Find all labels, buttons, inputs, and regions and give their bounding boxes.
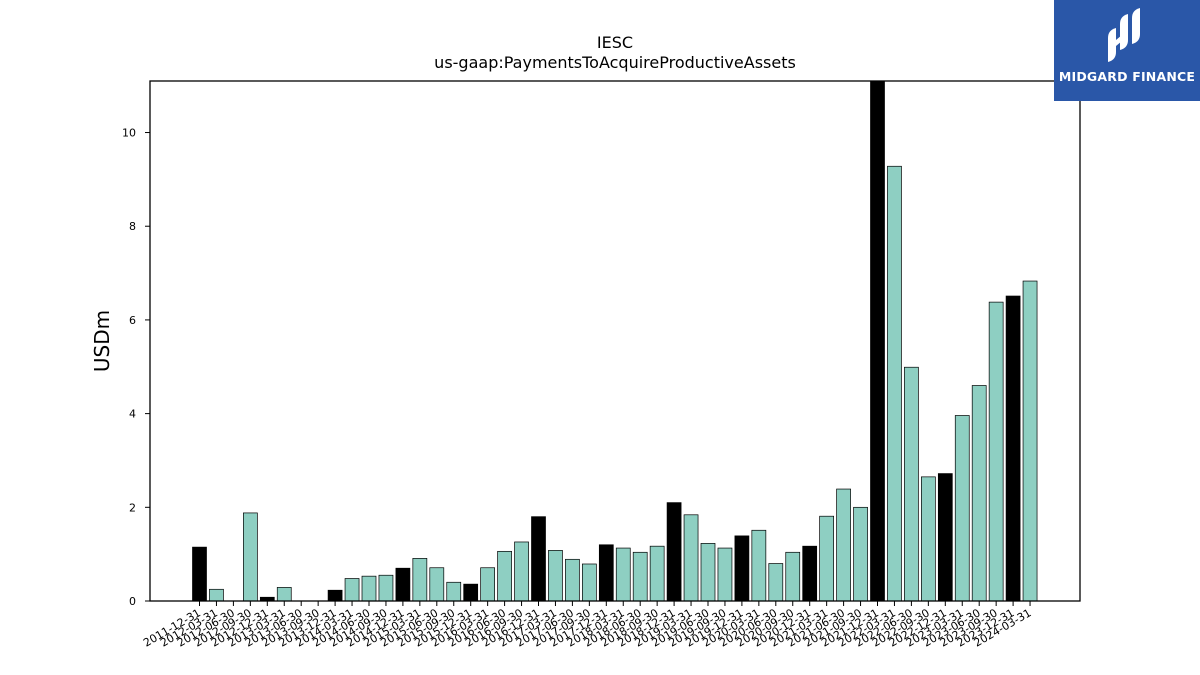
bar-2013-03-31: [276, 587, 292, 602]
bar-2019-03-31: [683, 514, 699, 602]
y-tick-label: 0: [129, 595, 136, 608]
bar-2015-06-30: [429, 567, 445, 602]
bar-2019-06-30: [700, 543, 716, 602]
bar-2023-03-31: [954, 415, 970, 602]
y-axis-ticks: 0 2 4 6 8 10: [122, 127, 150, 608]
bar-2021-09-30: [853, 506, 868, 602]
y-axis-label: USDm: [90, 310, 114, 372]
bar-2019-12-31: [734, 535, 750, 602]
logo-text: MIDGARD FINANCE: [1058, 69, 1196, 84]
bar-2015-12-31: [463, 583, 479, 602]
bar-2016-09-30: [514, 541, 529, 602]
bar-2020-09-30: [785, 551, 801, 602]
chart-title: IESC: [597, 33, 633, 52]
logo-mark-icon: [1108, 8, 1140, 62]
x-axis-ticks: 2011-12-312012-03-312012-06-302012-09-30…: [141, 601, 1034, 650]
bar-2017-09-30: [581, 563, 597, 602]
bar-2016-03-31: [480, 567, 495, 602]
bar-2018-09-30: [649, 545, 665, 602]
bar-2017-03-31: [548, 550, 563, 602]
bar-2022-06-30: [904, 366, 919, 602]
y-tick-label: 10: [122, 127, 136, 140]
bar-2014-12-31: [395, 567, 411, 602]
bar-2020-06-30: [768, 563, 784, 602]
bar-2014-06-30: [361, 575, 377, 602]
bars-group: [192, 80, 1038, 602]
bar-2016-06-30: [497, 550, 512, 602]
bar-2022-03-31: [887, 165, 902, 602]
y-tick-label: 8: [129, 220, 136, 233]
plot-frame: [149, 80, 1081, 602]
bar-2013-12-31: [327, 589, 343, 602]
y-tick-label: 4: [129, 408, 136, 421]
bar-2015-09-30: [446, 581, 462, 602]
midgard-finance-logo: MIDGARD FINANCE: [1054, 0, 1200, 101]
bar-2023-09-30: [988, 301, 1004, 602]
bar-2011-12-31: [192, 546, 207, 602]
bar-2021-03-31: [819, 515, 835, 602]
bar-2020-03-31: [751, 529, 767, 602]
bar-2021-06-30: [836, 488, 851, 602]
bar-2018-03-31: [615, 547, 631, 602]
bar-2016-12-31: [531, 516, 546, 602]
bar-2012-03-31: [209, 588, 224, 602]
bar-2018-12-31: [666, 502, 682, 602]
y-tick-label: 6: [129, 314, 136, 327]
bar-2023-06-30: [971, 385, 987, 602]
bar-2022-09-30: [920, 476, 936, 602]
chart-subtitle: us-gaap:PaymentsToAcquireProductiveAsset…: [434, 53, 796, 72]
bar-2018-06-30: [632, 551, 648, 602]
y-tick-label: 2: [129, 501, 136, 514]
bar-2015-03-31: [412, 558, 428, 602]
bar-2017-06-30: [565, 558, 580, 602]
bar-2020-12-31: [802, 545, 818, 602]
bar-2014-03-31: [344, 578, 360, 602]
bar-2017-12-31: [598, 544, 614, 602]
bar-2023-12-31: [1005, 295, 1021, 602]
bar-2024-03-31: [1022, 280, 1038, 602]
bar-2014-09-30: [378, 574, 394, 602]
bar-2022-12-31: [937, 473, 953, 602]
bar-2012-09-30: [243, 512, 258, 602]
bar-2021-12-31: [870, 80, 885, 602]
bar-2019-09-30: [717, 547, 733, 602]
